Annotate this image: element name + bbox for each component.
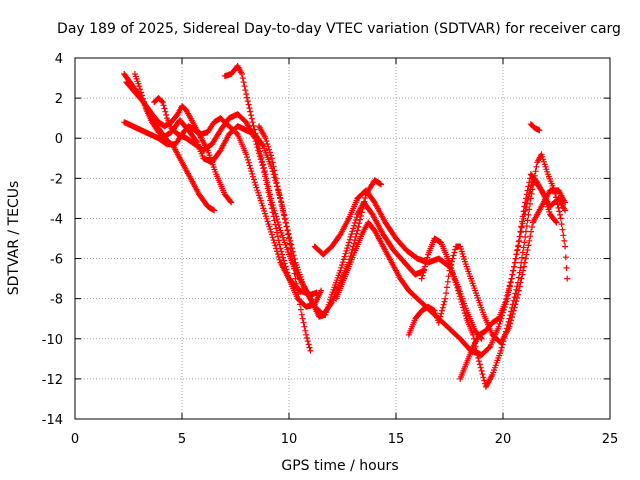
plot-frame <box>74 57 611 420</box>
y-tick-label: -2 <box>50 172 63 187</box>
y-ticks: -14 -12 -10 -8 -6 -4 -2 0 2 4 <box>42 52 610 428</box>
x-tick-label: 15 <box>388 432 405 447</box>
series-sat-track-12 <box>457 171 560 382</box>
data-points <box>418 151 571 390</box>
y-axis-title: SDTVAR / TECUs <box>6 181 22 296</box>
y-tick-label: 4 <box>55 52 63 67</box>
data-points <box>311 187 485 342</box>
x-tick-label: 10 <box>281 432 298 447</box>
x-axis-title: GPS time / hours <box>281 458 398 474</box>
x-ticks: 0 5 10 15 20 25 <box>71 58 618 447</box>
grid <box>75 58 610 419</box>
y-tick-label: 2 <box>55 92 63 107</box>
y-tick-label: -4 <box>50 212 63 227</box>
series-sat-track-13 <box>527 121 543 134</box>
series-sat-track-10 <box>405 187 569 346</box>
chart-title: Day 189 of 2025, Sidereal Day-to-day VTE… <box>57 21 621 37</box>
x-tick-label: 5 <box>178 432 186 447</box>
y-tick-label: -8 <box>50 293 63 308</box>
series-sat-track-11 <box>418 151 571 390</box>
y-tick-label: -6 <box>50 253 63 268</box>
x-tick-label: 20 <box>495 432 512 447</box>
data-points <box>527 121 543 134</box>
data-points <box>405 187 569 346</box>
data-points <box>256 123 427 320</box>
series-sat-track-8 <box>311 187 485 342</box>
x-tick-label: 25 <box>602 432 619 447</box>
y-tick-label: -10 <box>42 333 63 348</box>
y-tick-label: -14 <box>42 413 63 428</box>
y-tick-label: 0 <box>55 132 63 147</box>
series-sat-track-7 <box>256 123 427 320</box>
series-sat-track-5 <box>121 115 320 298</box>
data-points <box>457 171 560 382</box>
y-tick-label: -12 <box>42 373 63 388</box>
data-layer <box>121 63 571 390</box>
x-tick-label: 0 <box>71 432 79 447</box>
data-points <box>121 115 320 298</box>
